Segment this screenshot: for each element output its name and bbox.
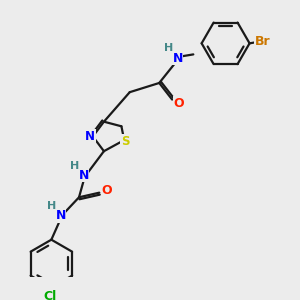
Text: S: S <box>121 134 129 148</box>
Text: O: O <box>101 184 112 197</box>
Text: N: N <box>78 169 89 182</box>
Text: O: O <box>173 97 184 110</box>
Text: H: H <box>164 43 173 53</box>
Text: Br: Br <box>255 35 270 48</box>
Text: N: N <box>172 52 183 64</box>
Text: H: H <box>70 161 79 171</box>
Text: H: H <box>47 202 56 212</box>
Text: N: N <box>85 130 95 143</box>
Text: N: N <box>56 209 66 222</box>
Text: Cl: Cl <box>43 290 56 300</box>
